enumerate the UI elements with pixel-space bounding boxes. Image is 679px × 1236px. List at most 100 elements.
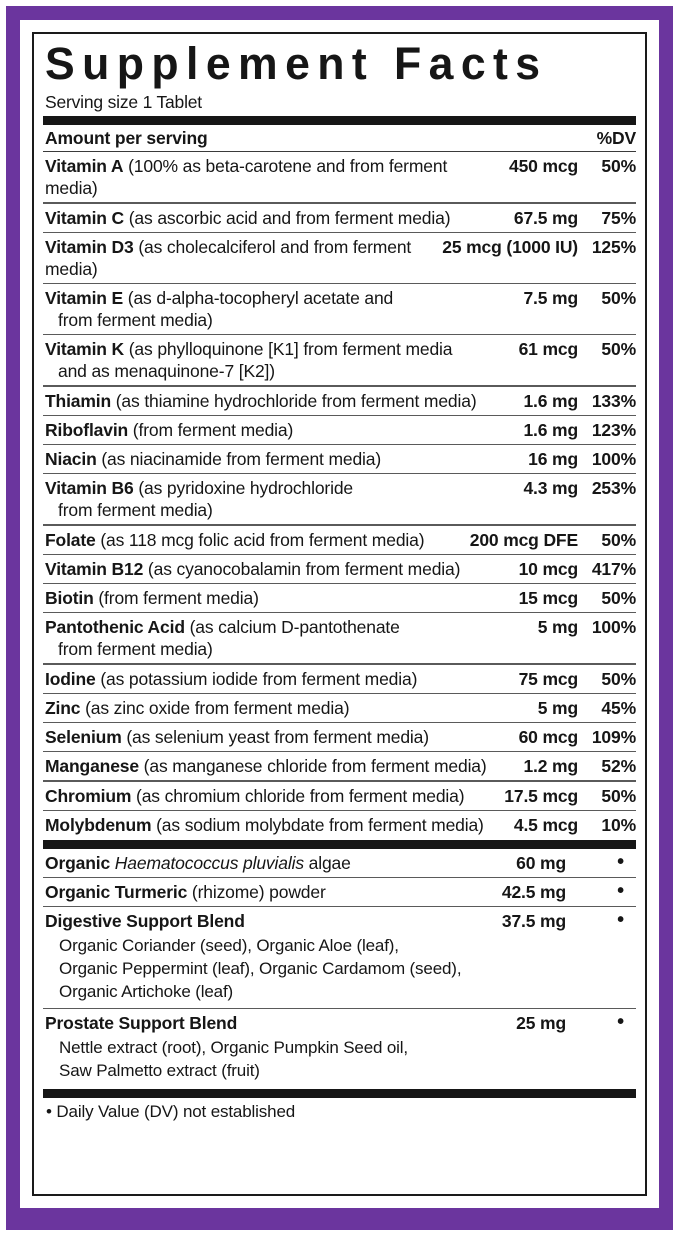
row-divider [43, 231, 636, 233]
nutrient-name: Selenium [45, 727, 122, 748]
table-row: Chromium (as chromium chloride from ferm… [43, 782, 636, 810]
nutrient-name: Vitamin E [45, 288, 124, 309]
blend-name: Digestive Support Blend [45, 911, 245, 932]
purple-label-frame: Supplement Facts Serving size 1 Tablet A… [6, 6, 673, 1230]
nutrient-amount: 25 mcg (1000 IU) [442, 236, 578, 257]
nutrient-source: (as sodium molybdate from ferment media) [151, 814, 484, 835]
nutrient-amount: 15 mcg [518, 588, 579, 609]
nutrient-description: Vitamin C (as ascorbic acid and from fer… [45, 207, 508, 229]
nutrient-name: Vitamin D3 [45, 236, 134, 257]
nutrient-percent-dv: 100% [591, 617, 636, 638]
row-divider [43, 663, 636, 665]
nutrient-source: (from ferment media) [128, 419, 294, 440]
table-row: Vitamin B12 (as cyanocobalamin from ferm… [43, 555, 636, 583]
no-dv-bullet-icon: • [617, 909, 624, 932]
nutrient-description: Vitamin E (as d-alpha-tocopheryl acetate… [45, 287, 517, 331]
blend-ingredient-line: Nettle extract (root), Organic Pumpkin S… [59, 1038, 409, 1058]
nutrient-amount: 10 mcg [518, 558, 579, 579]
table-row: Thiamin (as thiamine hydrochloride from … [43, 387, 636, 415]
vitamin-rows-container: Vitamin A (100% as beta-carotene and fro… [43, 152, 636, 839]
footnote-text: Daily Value (DV) not established [56, 1101, 296, 1121]
nutrient-name: Vitamin A [45, 156, 124, 177]
row-divider [43, 876, 636, 879]
nutrient-amount: 75 mcg [518, 668, 579, 689]
table-row: Digestive Support Blend 37.5 mg • [43, 907, 636, 935]
row-divider [43, 751, 636, 753]
nutrient-amount: 61 mcg [518, 339, 579, 360]
nutrient-percent-dv: 123% [591, 419, 636, 440]
ingredient-part: (rhizome) powder [187, 882, 326, 903]
nutrient-amount: 1.6 mg [523, 419, 578, 440]
nutrient-percent-dv: 50% [601, 668, 636, 689]
nutrient-source: (as thiamine hydrochloride from ferment … [111, 390, 477, 411]
nutrient-source-continued: from ferment media) [58, 639, 213, 660]
table-row: Vitamin C (as ascorbic acid and from fer… [43, 204, 636, 232]
nutrient-source: (as potassium iodide from ferment media) [95, 668, 418, 689]
blend-name: Prostate Support Blend [45, 1013, 238, 1034]
table-row: Vitamin B6 (as pyridoxine hydrochloride f… [43, 474, 636, 524]
nutrient-percent-dv: 45% [601, 697, 636, 718]
nutrient-amount: 450 mcg [509, 156, 578, 177]
nutrient-description: Folate (as 118 mcg folic acid from ferme… [45, 529, 464, 551]
row-divider [43, 334, 636, 336]
table-row: Organic Haematococcus pluvialis algae 60 … [43, 849, 636, 877]
blend-amount: 25 mg [516, 1013, 566, 1034]
nutrient-percent-dv: 50% [601, 588, 636, 609]
nutrient-description: Riboflavin (from ferment media) [45, 419, 517, 441]
blend-amount: 37.5 mg [501, 911, 566, 932]
ingredient-amount: 42.5 mg [501, 882, 566, 903]
table-row: Selenium (as selenium yeast from ferment… [43, 723, 636, 751]
nutrient-name: Niacin [45, 449, 97, 470]
table-row: Vitamin A (100% as beta-carotene and fro… [43, 152, 636, 202]
table-row: Prostate Support Blend 25 mg • [43, 1009, 636, 1037]
nutrient-description: Iodine (as potassium iodide from ferment… [45, 668, 513, 690]
row-divider [43, 473, 636, 475]
nutrient-description: Selenium (as selenium yeast from ferment… [45, 726, 513, 748]
nutrient-amount: 16 mg [528, 449, 578, 470]
nutrient-source-continued: and as menaquinone-7 [K2]) [58, 361, 275, 382]
blend-ingredient-line: Saw Palmetto extract (fruit) [59, 1060, 260, 1080]
ingredient-description: Organic Turmeric (rhizome) powder [45, 881, 496, 903]
nutrient-description: Vitamin D3 (as cholecalciferol and from … [45, 236, 436, 280]
nutrient-name: Riboflavin [45, 419, 129, 440]
nutrient-description: Biotin (from ferment media) [45, 587, 513, 609]
nutrient-description: Chromium (as chromium chloride from ferm… [45, 785, 498, 807]
table-row: Folate (as 118 mcg folic acid from ferme… [43, 526, 636, 554]
no-dv-bullet-icon: • [617, 850, 624, 873]
table-row: Vitamin D3 (as cholecalciferol and from … [43, 233, 636, 283]
row-divider [43, 414, 636, 416]
row-divider [43, 282, 636, 285]
nutrient-name: Biotin [45, 588, 94, 609]
nutrient-name: Thiamin [45, 390, 112, 411]
nutrient-amount: 4.3 mg [523, 478, 578, 499]
nutrient-description: Vitamin B6 (as pyridoxine hydrochloride f… [45, 477, 517, 521]
blend-ingredient-list: Organic Coriander (seed), Organic Aloe (… [43, 935, 636, 1008]
nutrient-name: Folate [45, 529, 96, 550]
nutrient-description: Vitamin A (100% as beta-carotene and fro… [45, 155, 503, 199]
table-row: Biotin (from ferment media) 15 mcg 50% [43, 584, 636, 612]
amount-per-serving-label: Amount per serving [45, 127, 208, 148]
row-divider [43, 582, 636, 585]
nutrient-description: Manganese (as manganese chloride from fe… [45, 755, 517, 777]
supplement-facts-panel: Supplement Facts Serving size 1 Tablet A… [32, 32, 647, 1196]
nutrient-percent-dv: 50% [601, 156, 636, 177]
ingredient-scientific-name: Haematococcus pluvialis [114, 852, 304, 873]
table-row: Manganese (as manganese chloride from fe… [43, 752, 636, 780]
nutrient-source: (100% as beta-carotene and from ferment … [45, 156, 448, 199]
nutrient-amount: 60 mcg [518, 727, 579, 748]
nutrient-percent-dv: 125% [591, 236, 636, 257]
nutrient-name: Iodine [45, 668, 96, 689]
nutrient-name: Chromium [45, 785, 132, 806]
nutrient-source: (as cyanocobalamin from ferment media) [143, 558, 461, 579]
ingredient-part: algae [303, 852, 351, 873]
nutrient-amount: 1.6 mg [523, 390, 578, 411]
row-divider [43, 721, 636, 724]
nutrient-source: (as zinc oxide from ferment media) [80, 697, 350, 718]
table-row: Iodine (as potassium iodide from ferment… [43, 665, 636, 693]
row-divider [43, 385, 636, 387]
table-row: Vitamin K (as phylloquinone [K1] from fe… [43, 335, 636, 385]
no-dv-bullet-icon: • [617, 880, 624, 903]
nutrient-description: Vitamin B12 (as cyanocobalamin from ferm… [45, 558, 513, 580]
nutrient-source: (as 118 mcg folic acid from ferment medi… [95, 529, 425, 550]
label-white-margin: Supplement Facts Serving size 1 Tablet A… [20, 20, 659, 1208]
